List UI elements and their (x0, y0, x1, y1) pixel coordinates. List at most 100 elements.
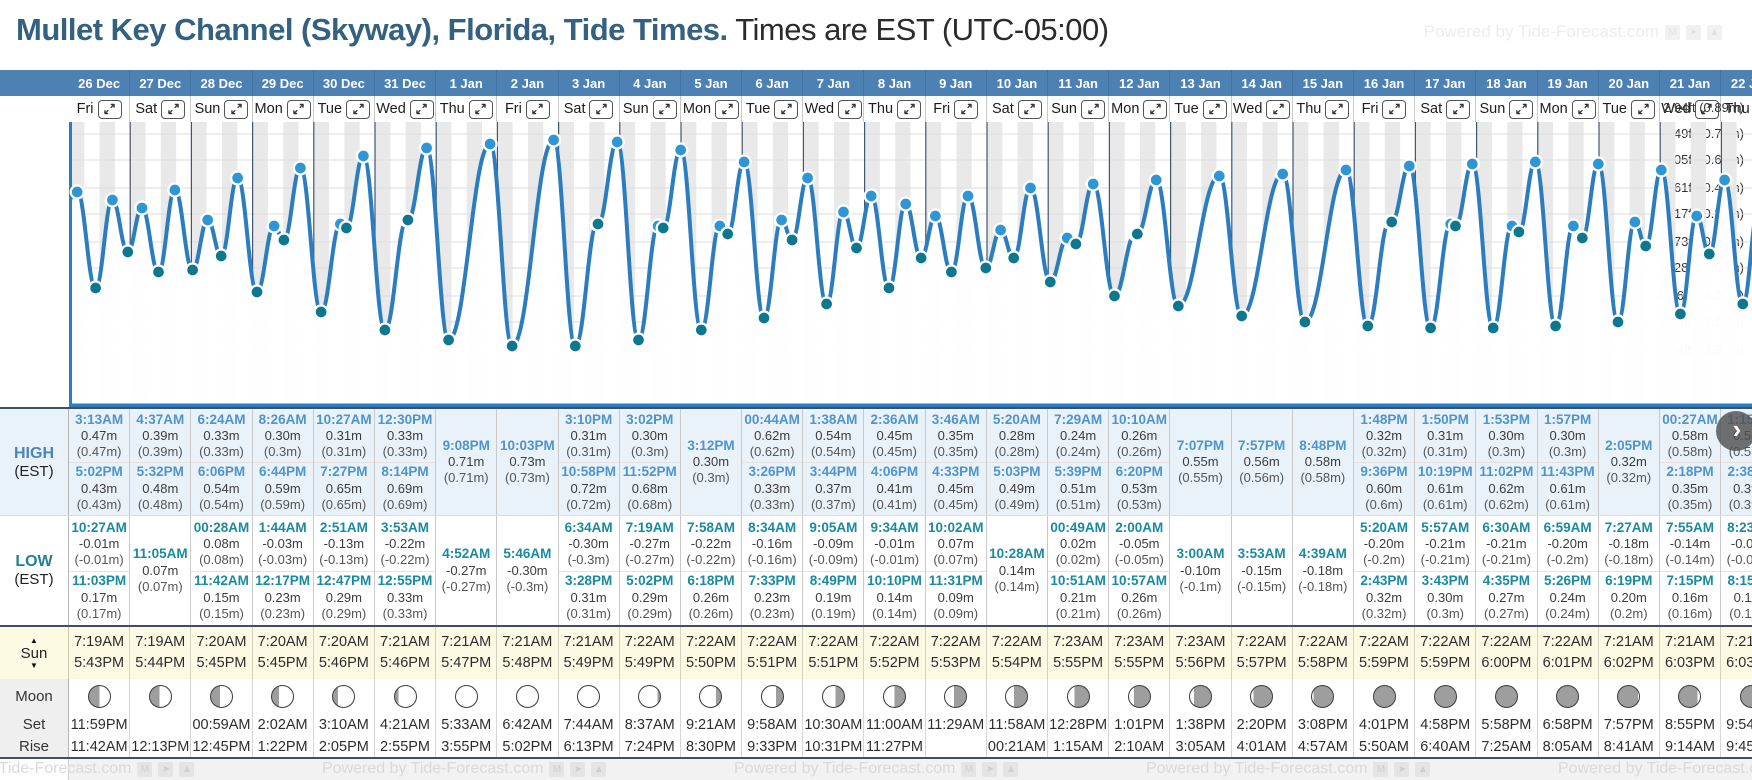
sun-times-cell: 7:23AM 5:56PM (1170, 627, 1232, 679)
moon-phase-cell (1293, 679, 1354, 713)
low-tide-height-m: 0.16m (1671, 589, 1709, 605)
low-tide-marker (1234, 308, 1250, 324)
expand-icon (844, 103, 856, 115)
expand-day-button[interactable] (1382, 99, 1407, 119)
low-tide-entry: 12:47PM 0.29m (0.29m) (313, 571, 374, 622)
low-tide-marker (338, 220, 355, 236)
sun-times-cell: 7:21AM 6:03PM (1660, 627, 1722, 679)
expand-day-button[interactable] (1571, 99, 1596, 119)
high-tide-height-m: 0.30m (692, 454, 730, 470)
high-tide-marker (1085, 176, 1101, 192)
moonrise-time: 2:10AM (1109, 736, 1171, 757)
day-header-cell: Tue (742, 96, 804, 122)
expand-day-button[interactable] (1325, 99, 1350, 119)
low-tide-time: 5:26PM (1543, 573, 1592, 589)
high-tide-marker (292, 160, 309, 176)
expand-day-button[interactable] (1446, 99, 1471, 119)
sun-times-cell: 7:21AM 6:02PM (1599, 627, 1660, 679)
expand-day-button[interactable] (1509, 99, 1534, 119)
expand-day-button[interactable] (1202, 99, 1227, 119)
high-tide-cell: 1:48PM 0.32m (0.32m) 9:36PM 0.60m (0.6m) (1353, 409, 1416, 515)
expand-icon (293, 103, 304, 115)
low-tide-time: 2:00AM (1115, 519, 1164, 535)
low-tide-time: 3:53AM (381, 519, 430, 535)
moonrise-time: 12:13PM (130, 736, 192, 757)
moonrise-time: 9:14AM (1660, 736, 1722, 757)
sunrise-time: 7:22AM (1481, 633, 1532, 650)
expand-day-button[interactable] (286, 99, 311, 119)
date-header-cell: 29 Dec (253, 70, 314, 96)
high-tide-height-paren: (0.43m) (76, 496, 122, 512)
low-tide-entry: 5:46AM -0.30m (-0.3m) (497, 545, 557, 595)
expand-day-button[interactable] (715, 99, 740, 119)
expand-day-button[interactable] (954, 99, 979, 119)
high-tide-height-paren: (0.53m) (1116, 496, 1162, 512)
expand-day-button[interactable] (525, 99, 550, 119)
sunrise-time: 7:19AM (74, 633, 125, 650)
expand-day-button[interactable] (346, 99, 371, 119)
expand-day-button[interactable] (1081, 99, 1105, 119)
low-tide-marker (1672, 306, 1689, 322)
low-tide-height-paren: (0.07m) (933, 551, 979, 567)
moonset-time: 2:02AM (253, 713, 314, 736)
day-name: Sun (194, 101, 221, 117)
sunrise-time: 7:22AM (1236, 633, 1287, 650)
moon-phase-icon (577, 684, 601, 708)
expand-day-button[interactable] (1631, 99, 1655, 119)
expand-day-button[interactable] (1694, 99, 1719, 119)
sunset-time: 6:00PM (1481, 655, 1532, 671)
high-tide-marker (927, 208, 944, 224)
moonset-time: 2:20PM (1232, 713, 1293, 736)
high-tide-entry: 4:06PM 0.41m (0.41m) (864, 462, 925, 513)
low-tide-time: 7:15PM (1666, 573, 1714, 589)
date-header-cell: 10 Jan (987, 70, 1048, 96)
expand-day-button[interactable] (1017, 99, 1042, 119)
sunrise-time: 7:21AM (1603, 633, 1654, 650)
high-tide-marker (200, 212, 216, 228)
high-tide-height-m: 0.61m (1549, 480, 1586, 496)
low-tide-time: 5:20AM (1360, 519, 1409, 535)
low-tide-height-paren: (0.31m) (566, 605, 611, 621)
expand-day-button[interactable] (652, 99, 677, 119)
low-tide-height-m: -0.18m (1608, 536, 1650, 551)
expand-day-button[interactable] (1143, 99, 1168, 119)
high-tide-cell: 7:57PM 0.56m (0.56m) (1232, 409, 1293, 515)
high-tide-entry: 5:03PM 0.49m (0.49m) (986, 462, 1047, 513)
sunset-time: 5:53PM (930, 655, 981, 671)
moon-phase-cell (1109, 679, 1171, 713)
expand-icon (475, 103, 486, 115)
high-tide-entry: 7:27PM 0.65m (0.65m) (313, 462, 374, 513)
low-tide-marker (1547, 318, 1564, 334)
expand-day-button[interactable] (97, 99, 122, 119)
low-tide-entry: 5:20AM -0.20m (-0.2m) (1354, 519, 1414, 569)
low-tide-time: 11:05AM (132, 546, 188, 562)
high-tide-cell: 3:13AM 0.47m (0.47m) 5:02PM 0.43m (0.43m) (69, 409, 131, 515)
expand-day-button[interactable] (224, 99, 249, 119)
expand-day-button[interactable] (897, 99, 922, 119)
day-header-cell: Fri (497, 96, 559, 122)
high-tide-entry: 6:24AM 0.33m (0.33m) (191, 411, 251, 461)
expand-day-button[interactable] (1266, 99, 1291, 119)
high-tide-marker (1527, 154, 1543, 170)
moonset-time: 9:58AM (742, 713, 804, 736)
moonset-time: 4:01PM (1354, 713, 1416, 736)
next-days-button[interactable]: › (1716, 411, 1752, 451)
high-tide-height-m: 0.31m (570, 428, 607, 443)
moonrise-time: 7:24PM (620, 736, 681, 757)
low-tide-marker (655, 220, 671, 236)
expand-day-button[interactable] (774, 99, 799, 119)
expand-day-button[interactable] (589, 99, 614, 119)
moonset-time: 9:54PM (1721, 713, 1752, 736)
expand-day-button[interactable] (838, 99, 863, 119)
expand-day-button[interactable] (409, 99, 434, 119)
expand-day-button[interactable] (468, 99, 493, 119)
day-name: Sun (1479, 101, 1506, 117)
high-tide-time: 1:50PM (1421, 411, 1469, 427)
day-name: Sun (1051, 101, 1077, 117)
high-tide-entry: 5:02PM 0.43m (0.43m) (69, 462, 130, 513)
expand-day-button[interactable] (161, 99, 186, 119)
sunset-time: 5:57PM (1236, 655, 1287, 671)
low-tide-height-m: 0.09m (937, 589, 974, 605)
date-header-cell: 16 Jan (1354, 70, 1416, 96)
high-tide-time: 4:33PM (932, 464, 980, 480)
